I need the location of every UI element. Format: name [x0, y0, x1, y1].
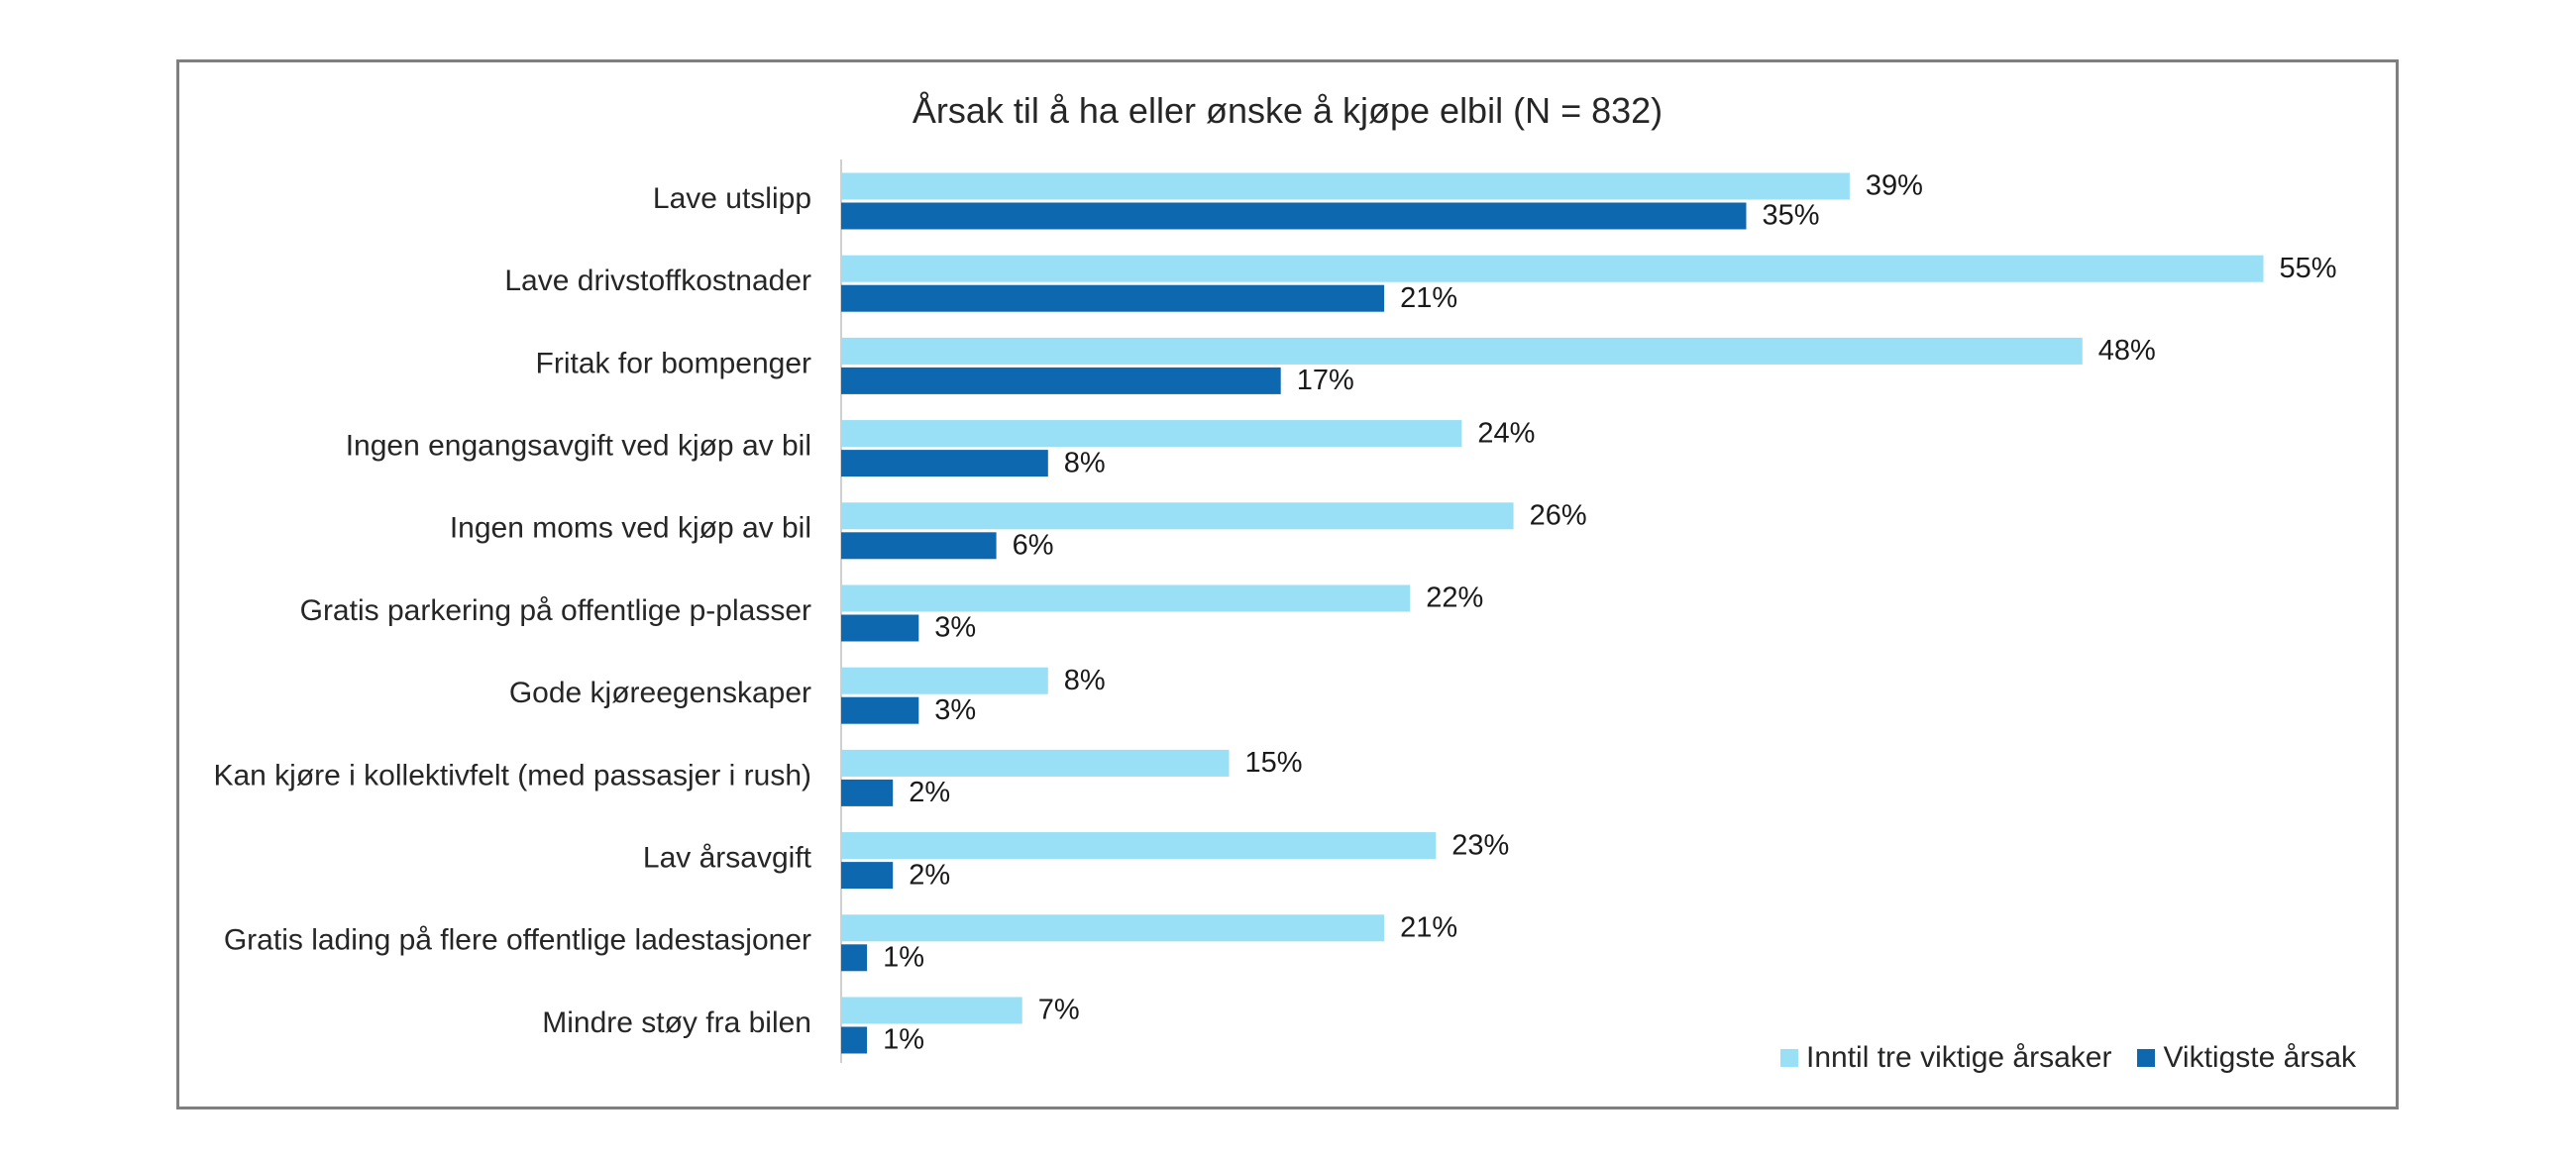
data-label: 21% [1400, 911, 1457, 943]
category-label: Ingen moms ved kjøp av bil [450, 512, 811, 545]
data-label: 39% [1866, 170, 1923, 202]
data-label: 8% [1064, 447, 1106, 478]
category-label: Gratis parkering på offentlige p-plasser [300, 594, 811, 627]
legend: Inntil tre viktige årsaker Viktigste års… [1780, 1041, 2356, 1075]
legend-swatch-series-2 [2137, 1049, 2156, 1067]
data-label: 17% [1297, 365, 1354, 396]
category-label: Ingen engangsavgift ved kjøp av bil [346, 430, 811, 463]
category-label: Gratis lading på flere offentlige ladest… [224, 924, 811, 957]
data-label: 35% [1763, 200, 1820, 232]
bar-series-1 [841, 749, 1230, 777]
data-label: 3% [934, 612, 976, 644]
chart-title: Årsak til å ha eller ønske å kjøpe elbil… [912, 90, 1664, 131]
bar-series-2 [841, 696, 919, 724]
bar-series-1 [841, 997, 1022, 1024]
data-label: 6% [1013, 529, 1054, 561]
bar-series-2 [841, 614, 919, 642]
data-label: 15% [1245, 747, 1303, 779]
legend-item-series-2: Viktigste årsak [2137, 1041, 2356, 1075]
data-label: 2% [909, 859, 950, 891]
data-label: 7% [1038, 995, 1080, 1026]
bar-series-2 [841, 1026, 868, 1054]
bar-series-1 [841, 832, 1437, 860]
data-label: 1% [883, 1024, 924, 1056]
bar-series-2 [841, 779, 894, 806]
bar-series-2 [841, 862, 894, 890]
bar-chart: Lave utslipp 39% 35% Lave drivstoffkostnade… [213, 159, 2337, 1063]
bar-series-1 [841, 420, 1462, 448]
bar-series-1 [841, 502, 1514, 530]
category-label: Lave utslipp [653, 182, 811, 215]
data-label: 48% [2098, 335, 2156, 367]
bar-series-2 [841, 450, 1048, 477]
bar-series-1 [841, 337, 2083, 365]
bar-series-1 [841, 914, 1385, 942]
category-label: Fritak for bompenger [536, 347, 811, 379]
bar-series-2 [841, 202, 1747, 230]
bar-series-1 [841, 255, 2264, 282]
bar-series-1 [841, 172, 1850, 200]
bar-series-2 [841, 944, 868, 972]
bar-series-1 [841, 584, 1411, 612]
data-label: 26% [1530, 499, 1587, 531]
data-label: 8% [1064, 665, 1106, 696]
data-label: 21% [1400, 282, 1457, 314]
data-label: 3% [934, 694, 976, 726]
legend-label-series-2: Viktigste årsak [2163, 1041, 2356, 1074]
category-label: Lav årsavgift [643, 842, 812, 875]
bar-series-2 [841, 284, 1385, 312]
bar-series-2 [841, 532, 997, 560]
bar-series-1 [841, 667, 1048, 694]
legend-swatch-series-1 [1780, 1049, 1799, 1067]
data-label: 55% [2280, 253, 2337, 284]
data-label: 24% [1477, 417, 1535, 449]
data-label: 23% [1451, 829, 1509, 861]
category-label: Lave drivstoffkostnader [504, 264, 811, 297]
category-label: Mindre støy fra bilen [542, 1006, 811, 1039]
data-label: 22% [1426, 582, 1483, 614]
category-label: Gode kjøreegenskaper [509, 677, 811, 709]
chart-frame: Årsak til å ha eller ønske å kjøpe elbil… [176, 59, 2399, 1109]
category-label: Kan kjøre i kollektivfelt (med passasjer… [213, 759, 811, 792]
bar-series-2 [841, 367, 1281, 394]
data-label: 2% [909, 777, 950, 808]
legend-item-series-1: Inntil tre viktige årsaker [1780, 1041, 2111, 1075]
data-label: 1% [883, 941, 924, 973]
legend-label-series-1: Inntil tre viktige årsaker [1806, 1041, 2112, 1074]
